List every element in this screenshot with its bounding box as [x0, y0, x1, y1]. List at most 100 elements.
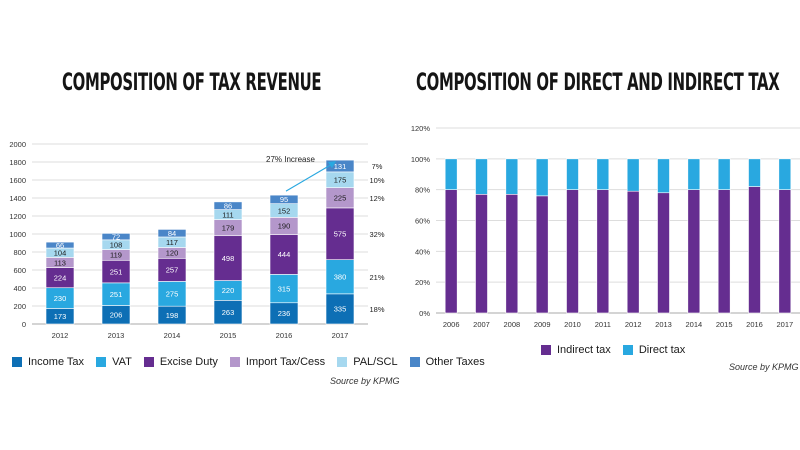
- bar-segment: [269, 274, 299, 304]
- legend-item: Other Taxes: [409, 356, 485, 368]
- bar-segment: [717, 189, 731, 314]
- x-tick-label: 2010: [564, 320, 581, 329]
- bar-segment: [325, 159, 355, 173]
- data-label: 206: [110, 311, 123, 320]
- legend-label: Direct tax: [638, 344, 686, 356]
- data-label: 498: [222, 254, 235, 263]
- data-label: 179: [222, 223, 235, 232]
- x-tick-label: 2006: [443, 320, 460, 329]
- bar-segment: [101, 233, 131, 241]
- data-label: 263: [222, 308, 235, 317]
- legend-swatch: [337, 357, 348, 367]
- x-tick-label: 2016: [746, 320, 763, 329]
- increase-arrow-line: [285, 163, 333, 192]
- x-tick-label: 2011: [595, 320, 611, 329]
- x-tick-label: 2014: [164, 331, 181, 340]
- bar-segment: [535, 158, 549, 197]
- bar-segment: [505, 193, 519, 314]
- bar-segment: [444, 189, 458, 314]
- bar-segment: [157, 229, 187, 238]
- bar-segment: [748, 186, 761, 314]
- bar-segment: [778, 158, 792, 190]
- data-label: 86: [224, 202, 232, 211]
- y-tick-label: 40%: [415, 247, 430, 256]
- data-label: 120: [166, 249, 179, 258]
- bar-segment: [687, 158, 701, 190]
- percent-label: 12%: [369, 194, 384, 203]
- bar-segment: [444, 158, 458, 190]
- legend-swatch: [229, 357, 240, 367]
- bar-segment: [325, 207, 355, 260]
- y-tick-label: 100%: [411, 155, 431, 164]
- bar-segment: [748, 158, 761, 187]
- source-note-left: Source by KPMG: [330, 376, 400, 386]
- data-label: 225: [334, 194, 347, 203]
- data-label: 236: [278, 309, 291, 318]
- bar-segment: [596, 158, 610, 190]
- data-label: 131: [334, 162, 347, 171]
- x-tick-label: 2012: [625, 320, 642, 329]
- y-tick-label: 20%: [415, 278, 430, 287]
- percent-label: 32%: [369, 230, 384, 239]
- legend-label: PAL/SCL: [353, 356, 398, 368]
- legend-direct-indirect: Indirect tax Direct tax: [541, 344, 697, 356]
- data-label: 95: [280, 195, 288, 204]
- legend-swatch: [12, 357, 22, 367]
- legend-item: Excise Duty: [143, 356, 218, 368]
- data-label: 66: [56, 241, 64, 250]
- bar-segment: [45, 241, 75, 249]
- data-label: 108: [110, 241, 123, 250]
- data-label: 72: [112, 232, 120, 241]
- bar-segment: [717, 158, 731, 190]
- legend-label: Import Tax/Cess: [245, 356, 326, 368]
- bar-segment: [213, 201, 243, 210]
- data-label: 335: [334, 305, 347, 314]
- y-tick-label: 1600: [9, 176, 26, 185]
- percent-label: 18%: [369, 305, 384, 314]
- bar-segment: [535, 195, 549, 314]
- bar-segment: [269, 234, 299, 275]
- legend-label: Excise Duty: [159, 356, 218, 368]
- bar-segment: [475, 193, 488, 314]
- legend-swatch: [96, 357, 107, 367]
- data-label: 119: [110, 251, 122, 260]
- y-tick-label: 200: [13, 302, 26, 311]
- x-tick-label: 2013: [655, 320, 672, 329]
- x-tick-label: 2013: [108, 331, 125, 340]
- bar-segment: [778, 189, 792, 314]
- x-tick-label: 2015: [716, 320, 733, 329]
- bar-segment: [325, 259, 355, 295]
- y-tick-label: 2000: [9, 140, 26, 149]
- y-tick-label: 600: [13, 266, 26, 275]
- chart-title-tax-revenue: COMPOSITION OF TAX REVENUE: [62, 68, 322, 96]
- y-tick-label: 80%: [415, 186, 430, 195]
- legend-label: VAT: [112, 356, 132, 368]
- y-tick-label: 1400: [9, 194, 26, 203]
- legend-swatch: [622, 345, 633, 355]
- legend-label: Other Taxes: [425, 356, 485, 368]
- legend-label: Indirect tax: [557, 344, 611, 356]
- data-label: 251: [110, 267, 123, 276]
- legend-item: Income Tax: [12, 356, 84, 368]
- data-label: 152: [278, 206, 291, 215]
- data-label: 230: [54, 294, 67, 303]
- y-tick-label: 0: [22, 320, 26, 329]
- bar-segment: [213, 235, 243, 281]
- x-tick-label: 2007: [473, 320, 490, 329]
- data-label: 117: [166, 238, 178, 247]
- legend-swatch: [143, 357, 154, 367]
- y-tick-label: 1800: [9, 158, 26, 167]
- source-note-right: Source by KPMG: [729, 362, 799, 372]
- bar-segment: [657, 192, 670, 314]
- y-tick-label: 800: [13, 248, 26, 257]
- data-label: 220: [222, 286, 235, 295]
- data-label: 251: [110, 290, 123, 299]
- bar-segment: [687, 189, 701, 314]
- legend-swatch: [541, 345, 551, 355]
- bar-segment: [157, 281, 187, 307]
- increase-arrow-head: [328, 161, 336, 169]
- data-label: 173: [54, 312, 67, 321]
- data-label: 224: [54, 273, 67, 282]
- data-label: 575: [334, 230, 347, 239]
